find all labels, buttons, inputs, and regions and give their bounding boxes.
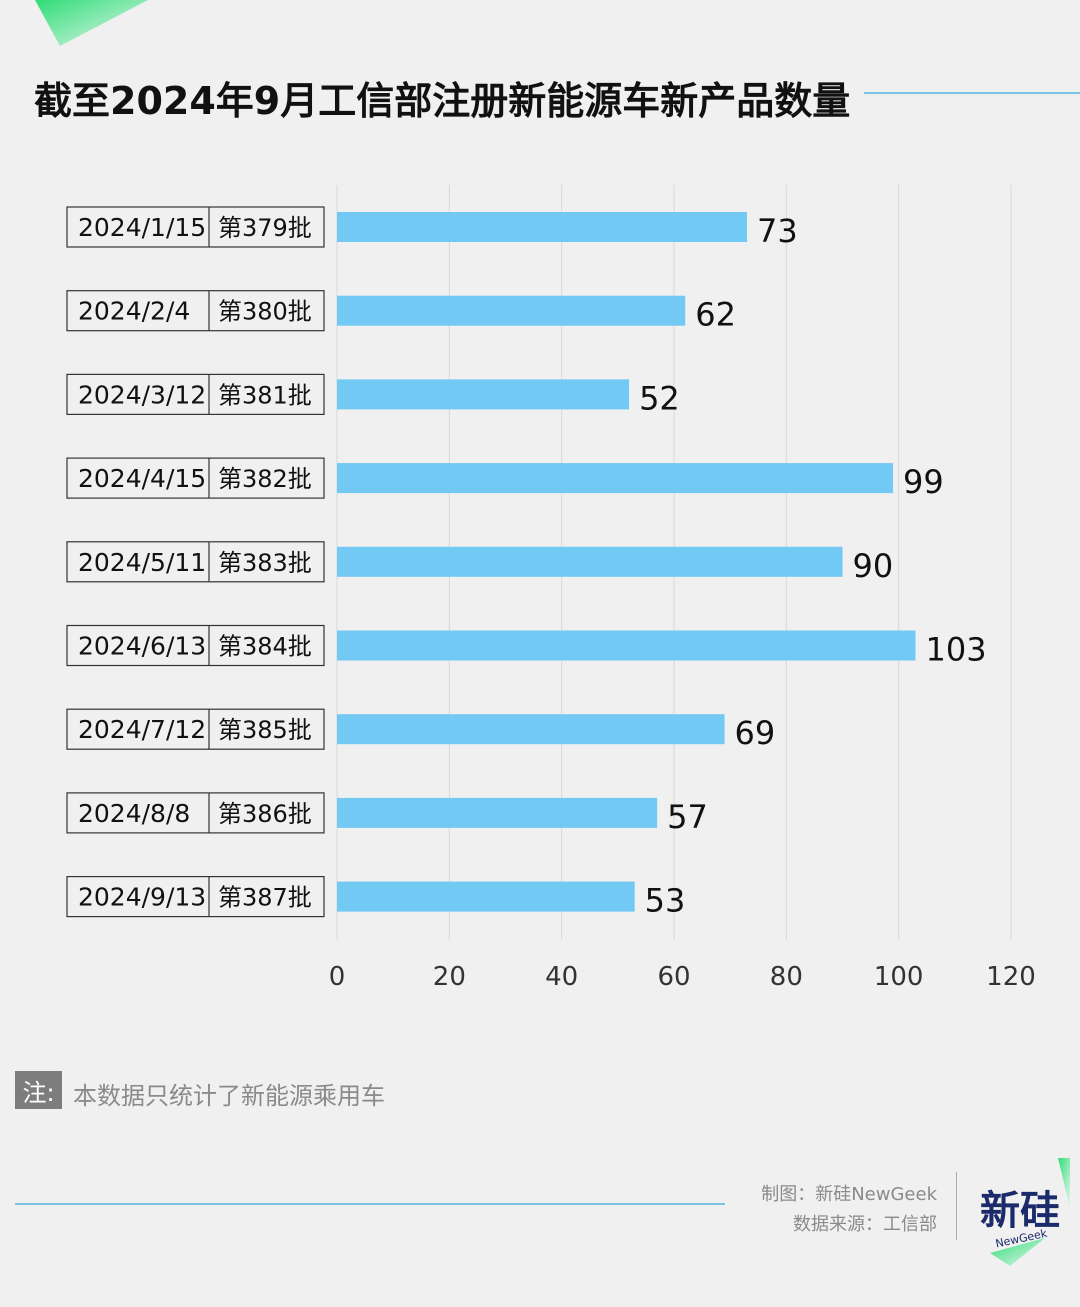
category-batch-label: 第385批 [218, 716, 312, 744]
category-date-label: 2024/2/4 [78, 297, 190, 326]
bar-value-label: 52 [639, 379, 680, 417]
bar [337, 379, 630, 410]
x-tick-label: 60 [657, 962, 690, 992]
bar-value-label: 99 [903, 463, 944, 501]
category-batch-label: 第386批 [218, 800, 312, 828]
x-tick-label: 40 [545, 962, 578, 992]
category-batch-label: 第382批 [218, 465, 312, 493]
bar [337, 797, 658, 828]
title-decorative-line [864, 92, 1080, 94]
category-label-box [66, 373, 325, 415]
footer-divider [956, 1172, 957, 1240]
bar [337, 714, 725, 745]
category-label-box [66, 206, 325, 248]
chart-title: 截至2024年9月工信部注册新能源车新产品数量 [34, 79, 851, 123]
bar-value-label: 103 [926, 631, 987, 669]
category-date-label: 2024/8/8 [78, 799, 190, 828]
note-label: 注: [15, 1071, 62, 1109]
category-date-label: 2024/9/13 [78, 883, 206, 912]
category-label-box [66, 624, 325, 667]
category-date-label: 2024/4/15 [78, 464, 206, 493]
x-tick-label: 120 [986, 962, 1036, 992]
bar-value-label: 62 [695, 296, 736, 334]
bar-value-label: 90 [853, 547, 894, 585]
bar [337, 295, 686, 326]
category-date-label: 2024/5/11 [78, 548, 206, 577]
x-tick-label: 20 [433, 962, 466, 992]
bar-value-label: 69 [735, 714, 776, 752]
category-label-box [66, 457, 325, 499]
bar [337, 546, 843, 577]
x-tick-label: 80 [770, 962, 803, 992]
bar [337, 463, 894, 494]
note-text: 本数据只统计了新能源乘用车 [73, 1082, 385, 1110]
category-date-label: 2024/7/12 [78, 715, 206, 744]
category-label-box [66, 708, 325, 750]
bar-chart: 0 20 40 60 80 100 120 2024/1/15 第379批 73 2024/2/4 第… [66, 185, 1036, 992]
category-label-box [66, 875, 325, 918]
category-date-label: 2024/3/12 [78, 380, 206, 409]
bar-value-label: 73 [757, 212, 798, 250]
category-date-label: 2024/1/15 [78, 213, 206, 242]
corner-accent-shape [35, 0, 148, 46]
footer-decorative-line [15, 1203, 725, 1205]
category-batch-label: 第379批 [218, 214, 312, 242]
logo-text-cn: 新硅 [980, 1188, 1060, 1234]
credit-source: 数据来源：工信部 [793, 1214, 937, 1235]
category-date-label: 2024/6/13 [78, 632, 206, 661]
bar-value-label: 53 [645, 882, 686, 920]
category-label-box [66, 290, 325, 332]
category-batch-label: 第383批 [218, 549, 312, 577]
category-batch-label: 第387批 [218, 884, 312, 912]
x-tick-label: 0 [329, 962, 346, 992]
newgeek-logo: 新硅 NewGeek [980, 1158, 1070, 1266]
bar [337, 881, 635, 912]
bar-value-label: 57 [667, 798, 708, 836]
category-batch-label: 第384批 [218, 633, 312, 661]
x-tick-label: 100 [874, 962, 924, 992]
bar [337, 212, 748, 242]
category-batch-label: 第381批 [218, 381, 312, 409]
category-batch-label: 第380批 [218, 298, 312, 326]
category-label-box [66, 792, 325, 834]
category-label-box [66, 541, 325, 583]
credit-maker: 制图：新硅NewGeek [761, 1184, 937, 1205]
bar [337, 630, 916, 661]
